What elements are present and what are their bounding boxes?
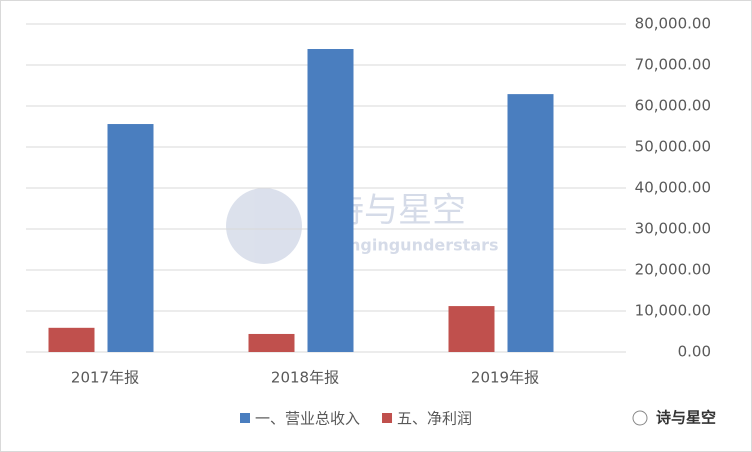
watermark-logo — [226, 188, 302, 264]
y-tick-label: 60,000.00 — [635, 97, 711, 115]
bar — [107, 124, 154, 352]
y-tick-label: 0.00 — [678, 343, 711, 361]
legend-swatch — [240, 413, 250, 423]
y-tick-label: 50,000.00 — [635, 138, 711, 156]
y-tick-label: 70,000.00 — [635, 56, 711, 74]
x-tick-label: 2019年报 — [471, 369, 539, 387]
bar — [507, 94, 554, 353]
y-tick-label: 10,000.00 — [635, 302, 711, 320]
x-tick-label: 2017年报 — [71, 369, 139, 387]
bar — [248, 333, 295, 352]
legend-swatch — [382, 413, 393, 423]
watermark: 诗与星空 singingunderstars — [226, 188, 499, 264]
y-tick-label: 80,000.00 — [635, 15, 711, 33]
y-tick-label: 40,000.00 — [635, 179, 711, 197]
wechat-icon — [632, 410, 648, 426]
bar — [448, 306, 495, 352]
brand-text: 诗与星空 — [656, 409, 716, 427]
watermark-subtext: singingunderstars — [334, 236, 499, 255]
y-tick-label: 20,000.00 — [635, 261, 711, 279]
y-tick-label: 30,000.00 — [635, 220, 711, 238]
legend-label: 五、净利润 — [397, 410, 472, 428]
bar — [307, 49, 354, 352]
bar — [48, 327, 95, 352]
legend-label: 一、营业总收入 — [255, 410, 360, 428]
x-tick-label: 2018年报 — [271, 369, 339, 387]
